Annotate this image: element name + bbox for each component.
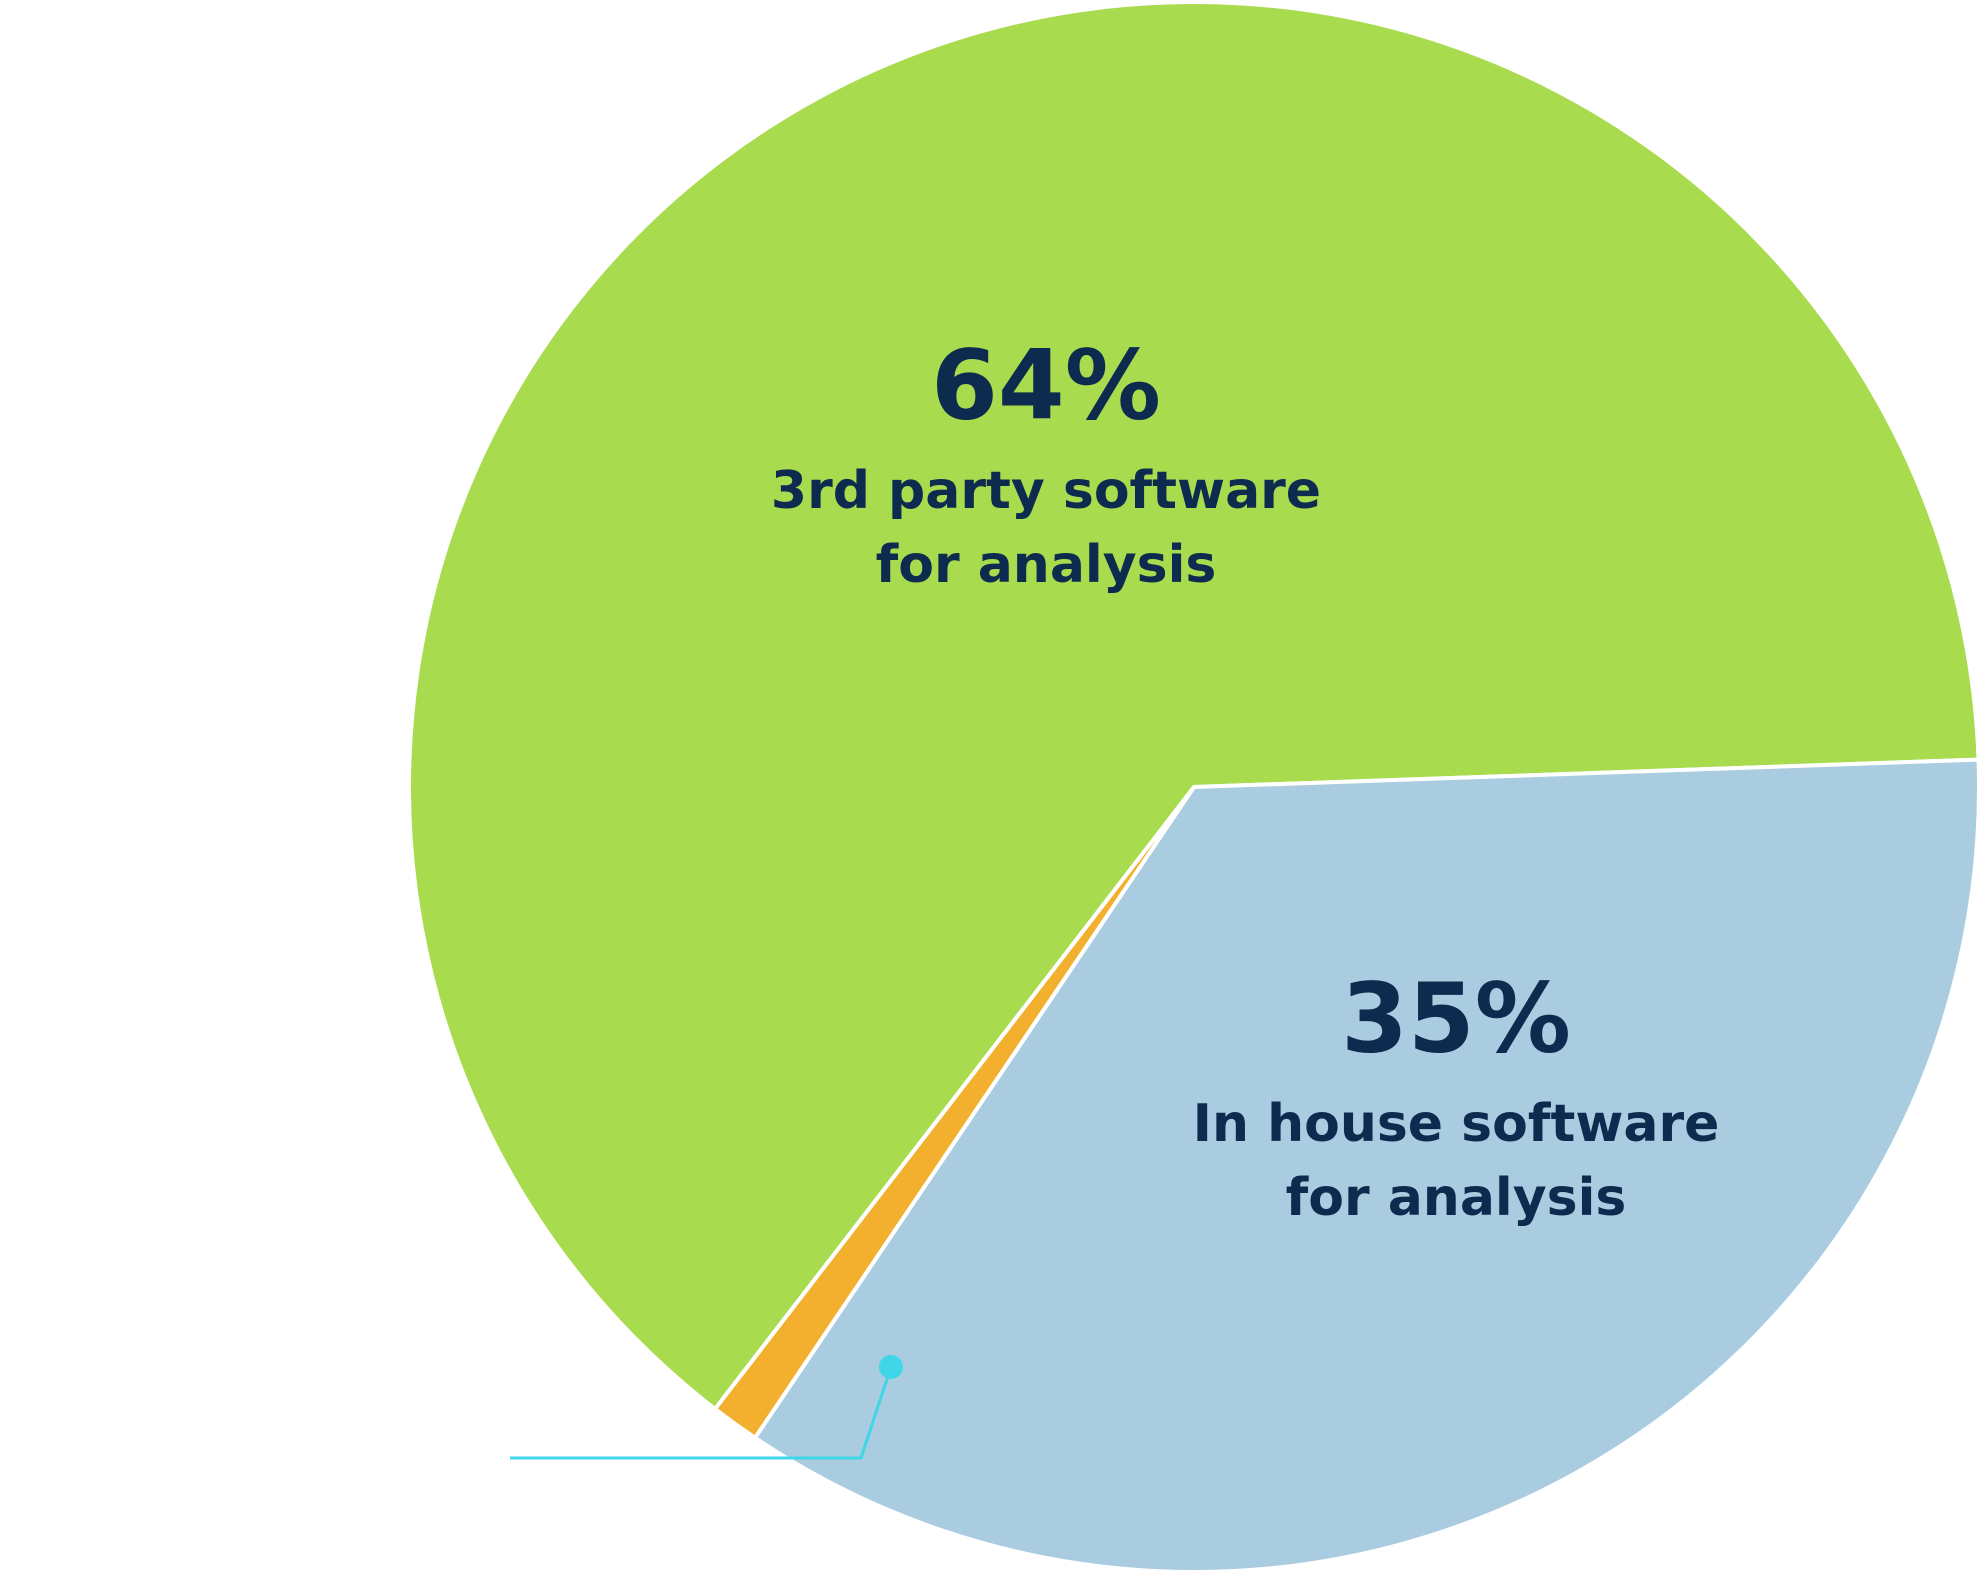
leader-line bbox=[510, 1366, 893, 1460]
category-label: 3rd party software bbox=[771, 461, 1321, 521]
category-label: for analysis bbox=[1286, 1168, 1627, 1228]
value-label: 35% bbox=[1341, 962, 1571, 1074]
value-label: 64% bbox=[931, 329, 1161, 441]
pie-slice bbox=[753, 757, 1981, 1574]
pie-slice bbox=[407, 0, 1981, 1411]
pie-slice bbox=[713, 785, 1196, 1440]
category-label: for analysis bbox=[876, 535, 1217, 595]
category-label: In house software bbox=[1193, 1094, 1720, 1154]
leader-dot bbox=[879, 1355, 903, 1379]
